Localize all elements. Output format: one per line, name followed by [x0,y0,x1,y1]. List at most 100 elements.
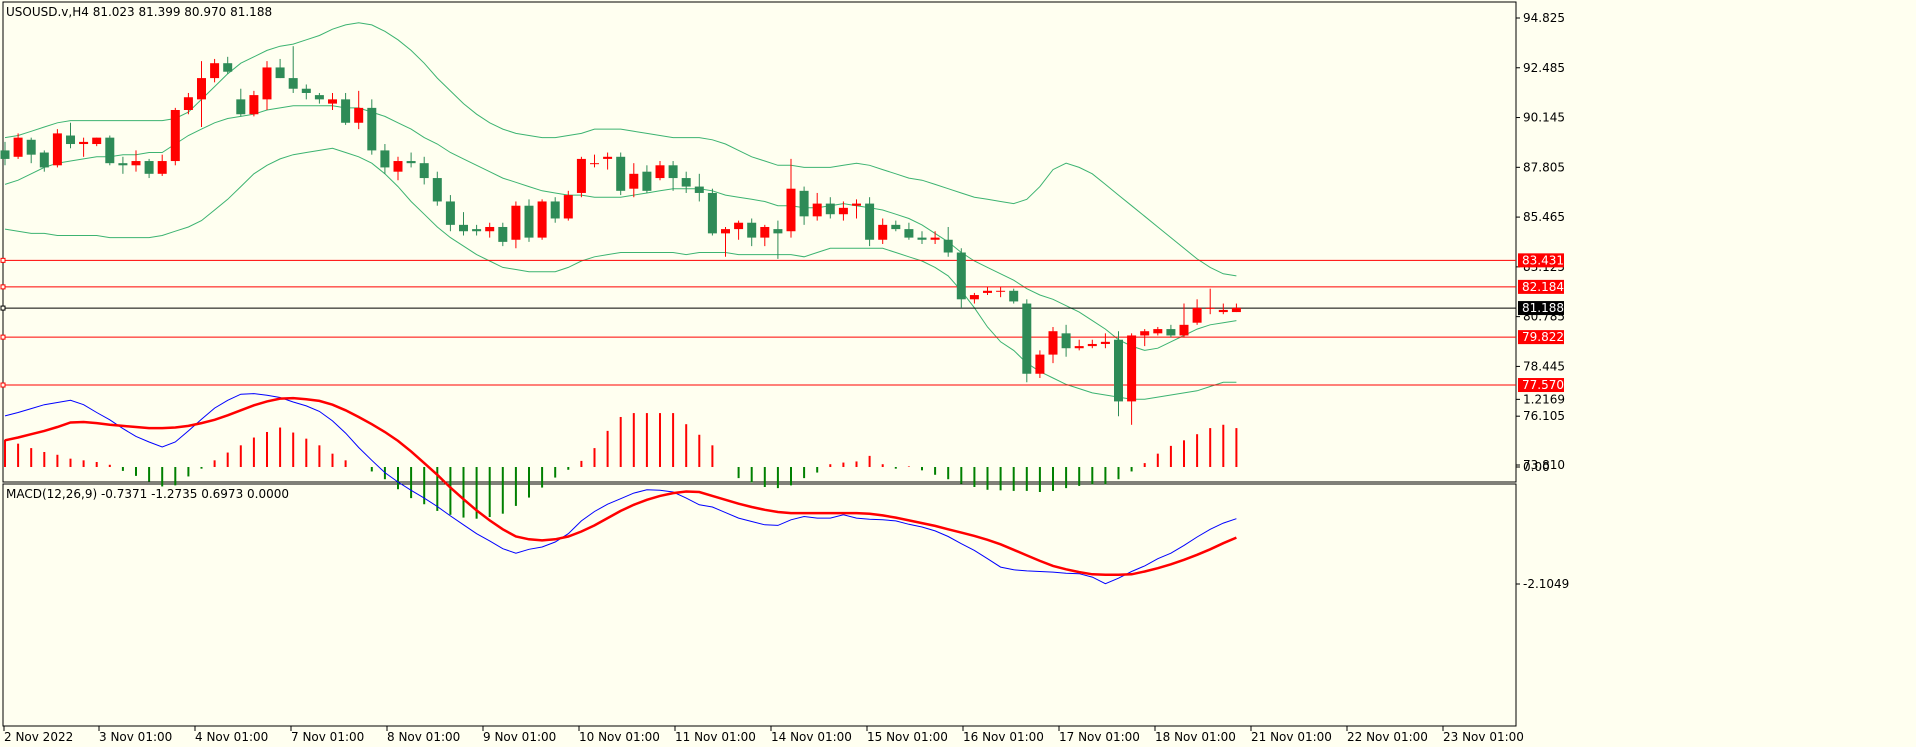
candle [511,201,521,249]
candle [825,197,835,219]
time-tick-label: 21 Nov 01:00 [1251,730,1332,744]
level-anchor [0,257,6,263]
candle-body [878,224,888,240]
level-label: 77.570 [1522,378,1564,392]
candle-body [956,252,966,300]
candle [550,197,560,223]
level-label-box [1518,378,1564,393]
time-tick-label: 14 Nov 01:00 [771,730,852,744]
time-tick-label: 23 Nov 01:00 [1443,730,1524,744]
candle [943,226,953,257]
candle-body [760,226,770,238]
candle [838,201,848,221]
macd-main-line [4,393,1237,585]
candle [930,231,940,244]
candle [52,129,62,168]
candle-body [707,192,717,234]
candle-body [694,186,704,193]
candle-body [170,109,180,162]
level-labels: 83.431 82.184 81.188 79.822 77.570 [1518,253,1564,393]
candle [1009,288,1019,304]
candle-body [183,97,193,110]
candle-body [865,203,875,240]
time-tick-label: 8 Nov 01:00 [387,730,460,744]
candle-body [1074,346,1084,349]
candle-body [917,237,927,240]
candle-body [262,67,272,100]
candle [105,135,115,166]
candle-body [419,163,429,179]
candle [734,220,744,240]
candle-body [1100,341,1110,344]
candle-body [1153,329,1163,334]
level-label: 81.188 [1522,301,1564,315]
candle-body [734,222,744,230]
candle [642,165,652,193]
candle [157,154,167,176]
candle [1192,299,1202,325]
candle-body [891,224,901,230]
time-tick-label: 17 Nov 01:00 [1059,730,1140,744]
candle-body [1114,339,1123,402]
candle [1166,324,1176,338]
candle [13,133,23,159]
candle [393,156,403,181]
candle-body [983,290,992,293]
horizontal-levels [0,257,1516,388]
candle-body [1127,335,1137,402]
candle [367,99,377,155]
candle [131,150,141,172]
candle [485,222,495,238]
candle-body [197,78,206,100]
candle-body [118,163,128,166]
candle-body [786,188,796,232]
candle [314,92,324,104]
candle-body [616,156,626,191]
candle-body [852,203,861,206]
candle-body [459,224,468,232]
price-panel-frame [2,1,1517,483]
candle [328,92,337,110]
time-tick-label: 16 Nov 01:00 [963,730,1044,744]
level-label-box [1518,279,1564,294]
candle-body [432,178,442,202]
macd-tick-label: 0.00 [1523,460,1550,474]
candle-body [511,205,521,240]
candle-body [943,239,953,253]
candle [1061,324,1071,357]
macd-plot [4,393,1238,585]
candle [852,199,861,219]
candle [1114,331,1123,417]
candle [236,88,246,117]
candle [472,224,482,236]
macd-axis: 1.2169 0.00 -2.1049 [1516,392,1569,591]
candle-body [472,229,482,232]
candle-body [131,161,141,166]
candle-body [380,150,390,168]
candle-body [144,161,154,174]
candle-body [1166,329,1176,336]
macd-header: MACD(12,26,9) -0.7371 -1.2735 0.6973 0.0… [6,487,289,501]
candle [406,152,416,168]
candle [681,171,691,193]
candle [1074,339,1084,351]
candle-body [1218,309,1228,313]
candle [118,156,128,174]
time-axis: 2 Nov 2022 3 Nov 01:00 4 Nov 01:00 7 Nov 01… [3,726,1524,744]
candle [865,197,875,247]
level-anchor [0,284,6,290]
candle-body [92,137,102,145]
price-tick-label: 87.805 [1523,160,1565,174]
candle [1153,326,1163,336]
candle-body [996,290,1006,292]
candle-body [655,165,665,179]
candle-body [66,135,75,145]
chart-header: USOUSD.v,H4 81.023 81.399 80.970 81.188 [6,5,272,19]
candle-body [524,205,534,238]
candle-body [563,195,573,219]
candle-body [603,156,613,159]
candle-body [1048,331,1058,355]
candle [707,188,717,236]
candle-body [773,229,783,234]
